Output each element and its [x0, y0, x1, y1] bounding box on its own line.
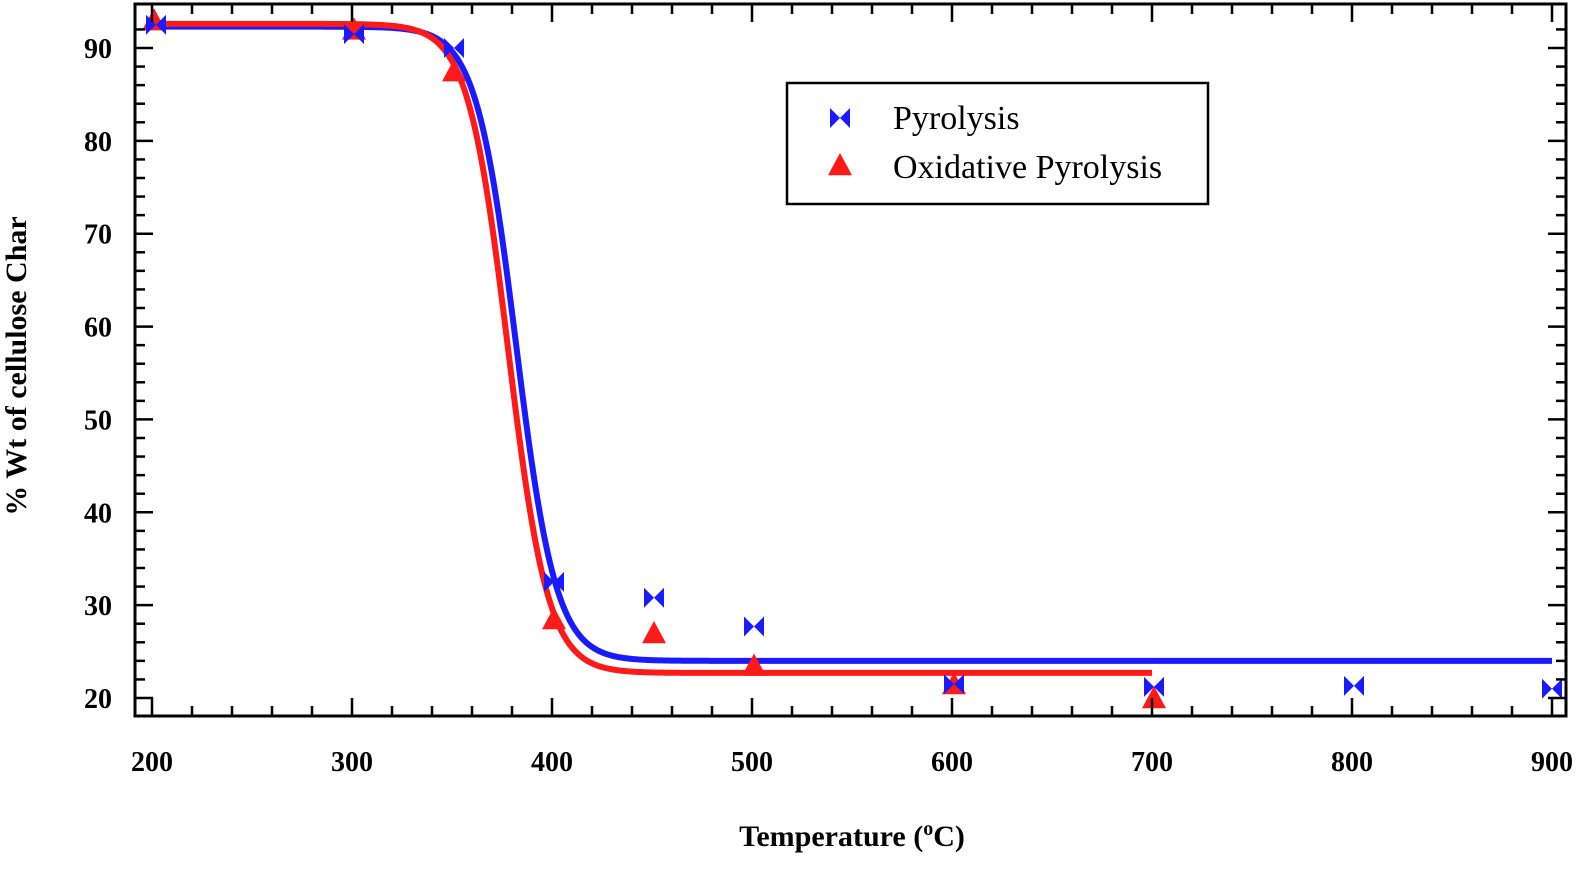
- pyrolysis-point: [544, 571, 564, 592]
- x-tick-label: 600: [931, 747, 973, 778]
- plot-area: [142, 8, 1562, 709]
- y-tick-label: 50: [84, 405, 112, 436]
- oxidative-pyrolysis-point: [742, 653, 766, 676]
- y-tick-label: 90: [84, 34, 112, 65]
- y-tick-label: 80: [84, 127, 112, 158]
- pyrolysis-point: [1344, 675, 1364, 696]
- legend-box: [785, 81, 1210, 206]
- legend-bowtie-icon: [830, 108, 850, 128]
- y-axis-title: % Wt of cellulose Char: [0, 216, 33, 515]
- pyrolysis-point: [1542, 678, 1562, 699]
- x-tick-label: 300: [331, 747, 373, 778]
- legend-marker-pyrolysis: [830, 108, 850, 128]
- x-axis-title-degree: o: [923, 818, 933, 840]
- oxidative-pyrolysis-point: [1142, 686, 1166, 709]
- fit-curve-oxidative-pyrolysis: [151, 20, 1153, 676]
- x-tick-label: 500: [731, 747, 773, 778]
- oxidative-pyrolysis-point: [642, 621, 666, 644]
- pyrolysis-point: [1144, 676, 1164, 697]
- x-axis-title-text: Temperature (: [739, 820, 923, 853]
- x-axis-title: Temperature (oC): [739, 818, 965, 853]
- y-tick-label: 40: [84, 498, 112, 529]
- y-tick-label: 70: [84, 220, 112, 251]
- plot-frame: [133, 2, 1568, 718]
- legend-label-pyrolysis: Pyrolysis: [893, 100, 1020, 137]
- x-tick-label: 800: [1331, 747, 1373, 778]
- pyrolysis-point: [146, 14, 166, 35]
- pyrolysis-point: [644, 587, 664, 608]
- x-tick-label: 700: [1131, 747, 1173, 778]
- y-tick-label: 60: [84, 313, 112, 344]
- x-tick-label: 400: [531, 747, 573, 778]
- legend-label-oxidative-pyrolysis: Oxidative Pyrolysis: [893, 149, 1162, 186]
- axes: 200 300 400 500 600 700 800 900 20 30 40 50 60 70 80 90: [84, 2, 1573, 778]
- pyrolysis-point: [344, 24, 364, 45]
- y-tick-label: 30: [84, 591, 112, 622]
- legend-triangle-icon: [828, 153, 852, 176]
- oxidative-pyrolysis-point: [442, 59, 466, 82]
- legend-marker-oxidative-pyrolysis: [828, 153, 852, 176]
- x-tick-label: 900: [1531, 747, 1573, 778]
- oxidative-pyrolysis-point: [542, 607, 566, 630]
- pyrolysis-point: [744, 616, 764, 637]
- x-axis-title-unit: C): [933, 820, 965, 853]
- y-tick-label: 20: [84, 684, 112, 715]
- x-tick-label: 200: [131, 747, 173, 778]
- legend: Pyrolysis Oxidative Pyrolysis: [785, 81, 1210, 206]
- pyrolysis-point: [944, 674, 964, 695]
- pyrolysis-point: [444, 38, 464, 58]
